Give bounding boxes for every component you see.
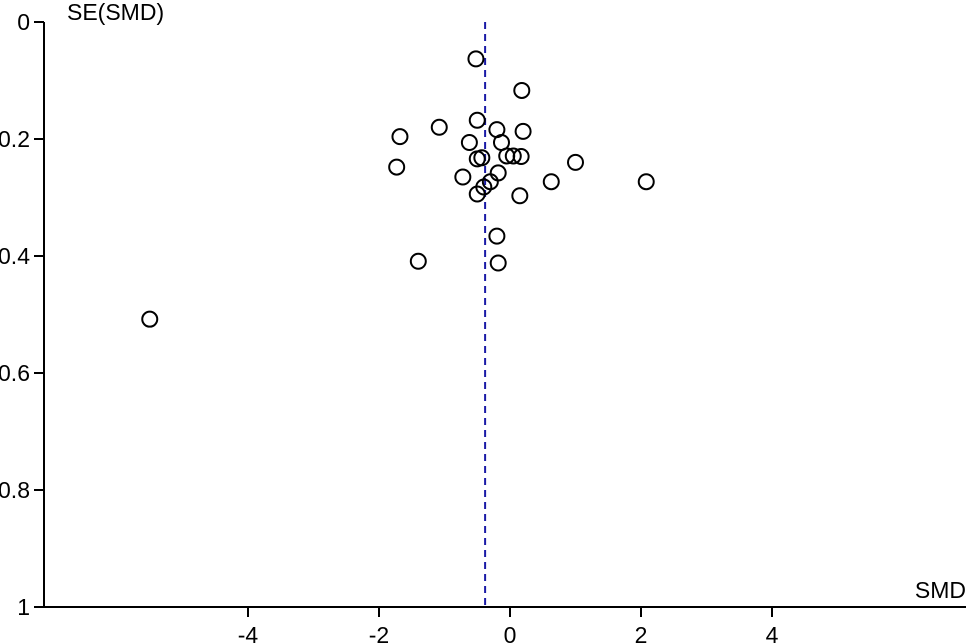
y-tick-label: 0 bbox=[17, 9, 30, 35]
x-axis-title: SMD bbox=[915, 577, 966, 603]
y-axis-title: SE(SMD) bbox=[67, 0, 164, 25]
x-tick-label: -4 bbox=[238, 622, 259, 643]
data-point bbox=[454, 168, 472, 186]
data-point bbox=[489, 254, 507, 272]
data-point bbox=[489, 164, 507, 182]
y-tick-label: 0.8 bbox=[0, 477, 30, 503]
y-tick-label: 0.2 bbox=[0, 126, 30, 152]
y-ticks: 0 0.2 0.4 0.6 0.8 1 bbox=[0, 9, 44, 620]
data-point bbox=[512, 148, 530, 166]
y-tick-label: 0.4 bbox=[0, 243, 30, 269]
data-point bbox=[567, 153, 584, 171]
x-tick-label: 4 bbox=[766, 622, 779, 643]
data-point bbox=[430, 118, 448, 136]
x-ticks: -4 -2 0 2 4 bbox=[238, 607, 779, 643]
data-point bbox=[388, 158, 406, 176]
x-tick-label: 0 bbox=[504, 622, 517, 643]
study-points bbox=[141, 50, 655, 328]
data-point bbox=[468, 111, 486, 129]
data-point bbox=[511, 187, 529, 205]
data-point bbox=[467, 50, 485, 68]
y-tick-label: 1 bbox=[17, 594, 30, 620]
data-point bbox=[409, 252, 427, 270]
data-point bbox=[391, 128, 409, 146]
y-tick-label: 0.6 bbox=[0, 360, 30, 386]
data-point bbox=[514, 122, 532, 140]
x-tick-label: -2 bbox=[369, 622, 389, 643]
data-point bbox=[513, 81, 531, 99]
data-point bbox=[460, 134, 478, 152]
data-point bbox=[542, 173, 560, 191]
data-point bbox=[468, 185, 486, 203]
data-point bbox=[504, 147, 522, 165]
data-point bbox=[141, 310, 159, 328]
data-point bbox=[637, 173, 655, 191]
data-point bbox=[468, 150, 486, 168]
x-tick-label: 2 bbox=[635, 622, 648, 643]
data-point bbox=[488, 227, 506, 245]
axes bbox=[43, 22, 966, 608]
